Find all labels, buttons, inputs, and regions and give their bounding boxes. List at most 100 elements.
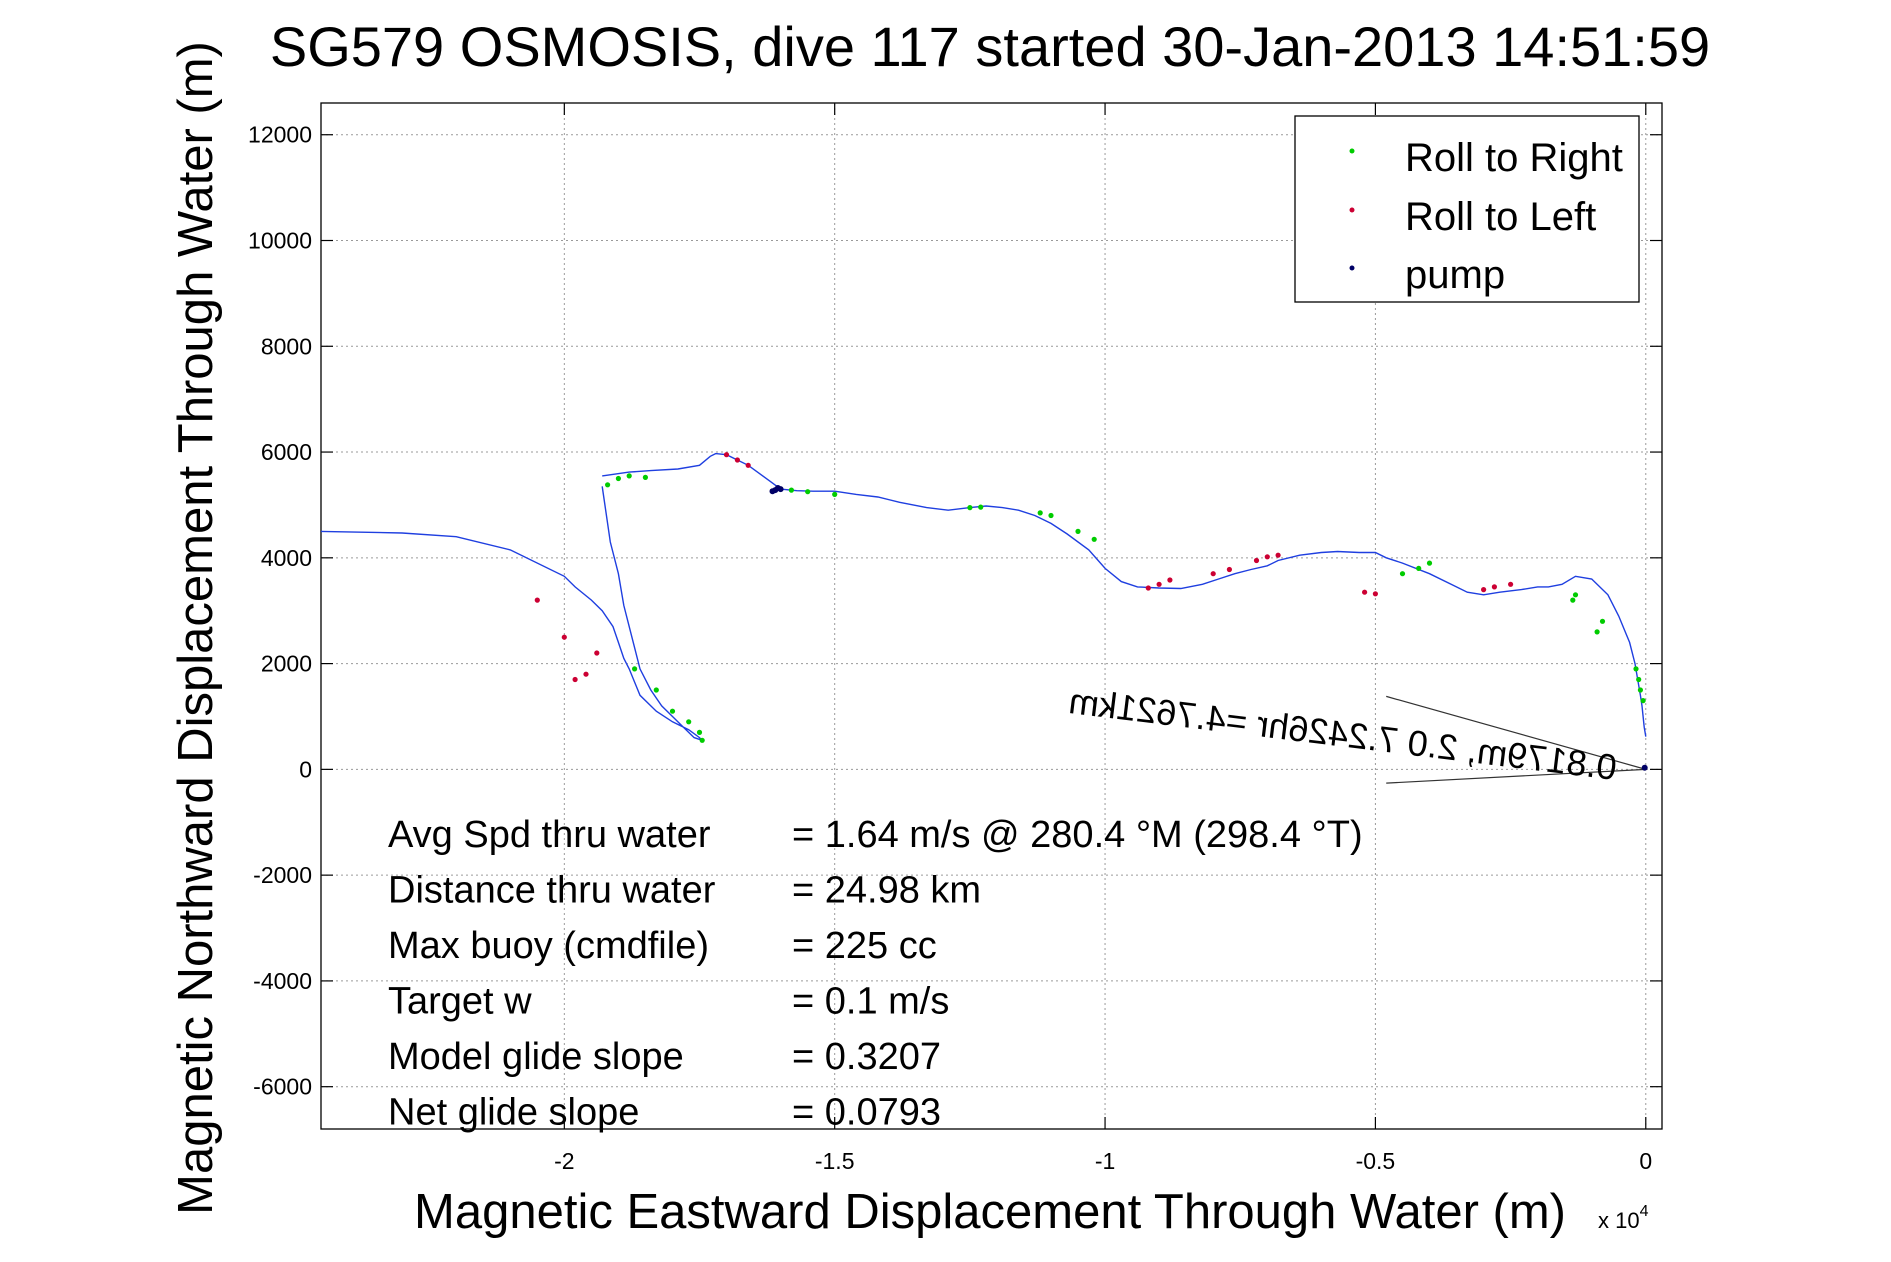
stats-block: Avg Spd thru water = 1.64 m/s @ 280.4 °M … [388,814,1363,1134]
roll-to-left-point [1491,584,1497,590]
y-axis-label: Magnetic Northward Displacement Through … [169,41,223,1215]
axis-ticks [321,103,1662,1129]
roll-to-right-point [1075,528,1081,535]
roll-to-right-point [832,491,838,497]
roll-to-right-point [1640,698,1646,704]
roll-to-right-point [669,708,676,714]
stat-label: Net glide slope [388,1092,639,1134]
roll-to-left-point [1275,552,1281,558]
roll-to-right-point [626,473,632,479]
pump-point [1641,764,1648,771]
roll-to-right-point [653,687,659,693]
roll-to-right-point [1572,592,1579,598]
stat-value: = 0.0793 [792,1092,941,1134]
y-tick-label: 4000 [261,545,312,571]
pump-point [769,488,776,495]
y-tick-label: 2000 [261,651,312,677]
roll-to-left-point [1145,585,1151,591]
roll-to-right-point [696,729,703,736]
current-vector-upper-edge [1386,695,1646,770]
x-tick-label: 0 [1639,1148,1652,1174]
stat-label: Model glide slope [388,1036,684,1078]
roll-to-left-point [1226,566,1232,573]
roll-to-right-point [1570,597,1576,603]
stat-value: = 24.98 km [792,870,981,912]
roll-to-right-point [1594,629,1600,635]
x-axis-exponent-power: 4 [1640,1203,1649,1220]
legend-label-pump: pump [1405,253,1505,297]
roll-to-left-point [1362,589,1368,595]
x-axis-exponent-base: x 10 [1598,1208,1640,1233]
roll-to-left-point [1481,587,1487,593]
x-tick-label: -1.5 [815,1148,855,1174]
current-vector [1386,695,1646,784]
stat-value: = 0.1 m/s [792,981,949,1023]
track-line-0 [602,452,1647,737]
roll-to-left-point [1156,581,1162,587]
roll-to-left-point [534,597,540,603]
roll-to-left-point [1210,571,1216,577]
roll-to-left-point [1372,591,1378,597]
roll-to-left-point [572,676,578,683]
dive-track [320,452,1647,741]
roll-to-right-point [1416,565,1422,572]
y-tick-label: -6000 [253,1074,312,1100]
stat-label: Distance thru water [388,870,716,912]
roll-to-left-point [745,462,751,468]
roll-to-right-point [699,737,705,743]
stat-label: Target w [388,981,532,1023]
axis-tick-labels: -2 -1.5 -1 -0.5 0 -6000 -4000 -2000 0 2000 4000 600… [248,122,1652,1174]
roll-to-right-point [642,474,649,480]
roll-to-right-point [967,505,973,511]
roll-to-right-point [686,719,692,725]
y-tick-label: -2000 [253,862,312,888]
roll-to-left-point [734,457,741,463]
roll-to-right-point [1426,560,1433,566]
roll-to-left-point [1167,577,1173,583]
stat-label: Avg Spd thru water [388,814,711,856]
track-line-1 [320,486,703,741]
legend-marker-pump [1349,265,1355,271]
roll-to-left-point [723,452,730,458]
roll-to-right-point [1048,512,1054,519]
roll-to-right-point [1091,536,1097,542]
roll-to-left-point [561,634,567,640]
roll-to-right-point [1599,618,1606,624]
stat-value: = 225 cc [792,925,937,967]
legend: Roll to Right Roll to Left pump [1294,115,1640,303]
legend-marker-roll-left [1349,207,1355,213]
roll-to-left-point [594,650,600,656]
x-tick-label: -2 [554,1148,574,1174]
y-tick-label: 6000 [261,439,312,465]
roll-to-right-point [978,504,984,510]
roll-to-right-point [1037,510,1043,516]
grid [321,103,1662,1129]
chart-title: SG579 OSMOSIS, dive 117 started 30-Jan-2… [270,15,1710,78]
y-tick-label: 10000 [248,228,312,254]
dive-markers [534,452,1648,771]
y-tick-label: 8000 [261,333,312,359]
roll-to-right-point [615,475,622,482]
y-tick-label: -4000 [253,968,312,994]
roll-to-right-point [1633,666,1639,672]
roll-to-right-point [805,489,811,495]
stat-value: = 1.64 m/s @ 280.4 °M (298.4 °T) [792,814,1363,856]
x-axis-label: Magnetic Eastward Displacement Through W… [414,1185,1566,1239]
legend-label-roll-left: Roll to Left [1405,195,1596,239]
legend-marker-roll-right [1349,148,1355,154]
y-tick-label: 0 [299,756,312,782]
x-tick-label: -1 [1095,1148,1115,1174]
current-vector-lower-edge [1386,768,1646,784]
roll-to-right-point [605,482,611,488]
legend-label-roll-right: Roll to Right [1405,136,1623,180]
x-axis-exponent: x 104 [1598,1203,1649,1233]
x-tick-label: -0.5 [1356,1148,1396,1174]
roll-to-left-point [1253,557,1260,564]
roll-to-right-point [1636,676,1642,683]
roll-to-right-point [1637,687,1643,693]
stat-value: = 0.3207 [792,1036,941,1078]
roll-to-right-point [1399,571,1406,577]
roll-to-right-point [788,487,795,493]
roll-to-right-point [632,666,638,672]
y-tick-label: 12000 [248,122,312,148]
